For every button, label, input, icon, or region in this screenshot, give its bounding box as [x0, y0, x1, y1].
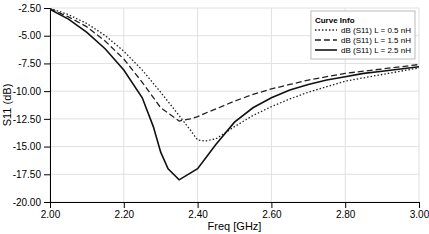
grid-line-x — [419, 8, 420, 202]
tick-label: -5.00 — [18, 30, 41, 41]
tick-mark — [198, 202, 199, 208]
series-line — [50, 8, 419, 141]
tick-mark — [44, 8, 50, 9]
tick: 3.00 — [410, 202, 429, 220]
tick-mark — [44, 174, 50, 175]
grid-line-y — [50, 63, 419, 64]
grid-line-x — [197, 8, 198, 202]
tick-mark — [44, 91, 50, 92]
chart: 2.00 2.20 2.40 2.60 2.80 3.00 -20.00 -17.50 -15.… — [0, 0, 429, 234]
tick-label: 3.00 — [410, 209, 429, 220]
legend-swatch — [315, 39, 337, 40]
tick-mark — [419, 202, 420, 208]
grid-line-x — [123, 8, 124, 202]
grid-line-y — [50, 146, 419, 147]
series-line — [50, 9, 419, 121]
tick-label: -10.00 — [13, 86, 42, 97]
plot: 2.00 2.20 2.40 2.60 2.80 3.00 -20.00 -17.50 -15.… — [13, 3, 429, 220]
tick: 2.20 — [115, 202, 135, 220]
tick-label: -7.50 — [18, 58, 41, 69]
y-axis-title: S11 (dB) — [1, 84, 13, 127]
tick: -12.50 — [13, 114, 50, 125]
tick-label: 2.60 — [262, 209, 282, 220]
tick-label: -15.00 — [13, 141, 42, 152]
tick: -2.50 — [18, 3, 50, 14]
tick-label: -17.50 — [13, 169, 42, 180]
tick-label: 2.00 — [41, 209, 61, 220]
grid-line-y — [50, 118, 419, 119]
tick: -20.00 — [13, 197, 50, 208]
legend-entry: dB (S11) L = 0.5 nH — [341, 26, 411, 35]
tick-mark — [271, 202, 272, 208]
grid-line-x — [271, 8, 272, 202]
tick-mark — [345, 202, 346, 208]
tick-mark — [124, 202, 125, 208]
y-axis: -20.00 -17.50 -15.00 -12.50 -10.00 -7.50 -5.00… — [13, 3, 51, 208]
tick: -5.00 — [18, 30, 50, 41]
lines — [50, 8, 419, 180]
legend-swatch — [315, 29, 337, 30]
tick: -10.00 — [13, 86, 50, 97]
grid — [50, 8, 419, 202]
grid-line-y — [50, 91, 419, 92]
axis-line — [51, 203, 420, 209]
tick-mark — [44, 202, 50, 203]
tick-label: 2.40 — [188, 209, 208, 220]
tick-label: 2.20 — [115, 209, 135, 220]
tick-label: -20.00 — [13, 197, 42, 208]
grid-line-y — [50, 174, 419, 175]
axis-line — [44, 9, 51, 203]
legend-swatch — [315, 49, 337, 51]
tick: -17.50 — [13, 169, 50, 180]
tick-label: 2.80 — [336, 209, 356, 220]
tick-mark — [44, 119, 50, 120]
x-axis: 2.00 2.20 2.40 2.60 2.80 3.00 — [41, 202, 429, 220]
legend-title: Curve Info — [315, 16, 355, 25]
tick-label: -12.50 — [13, 114, 42, 125]
tick: -7.50 — [18, 58, 50, 69]
x-axis-title: Freq [GHz] — [208, 220, 262, 232]
legend: Curve InfodB (S11) L = 0.5 nHdB (S11) L … — [311, 11, 415, 59]
grid-line-y — [50, 8, 419, 9]
tick: 2.60 — [262, 202, 282, 220]
legend-entry: dB (S11) L = 1.5 nH — [341, 36, 411, 45]
tick-mark — [44, 63, 50, 64]
tick-mark — [44, 147, 50, 148]
tick: 2.40 — [188, 202, 208, 220]
tick-label: -2.50 — [18, 3, 41, 14]
series-line — [50, 9, 419, 179]
tick: -15.00 — [13, 141, 50, 152]
legend-entry: dB (S11) L = 2.5 nH — [341, 46, 411, 55]
tick: 2.00 — [41, 202, 61, 220]
legend-box — [311, 11, 415, 59]
tick-mark — [44, 36, 50, 37]
tick: 2.80 — [336, 202, 356, 220]
